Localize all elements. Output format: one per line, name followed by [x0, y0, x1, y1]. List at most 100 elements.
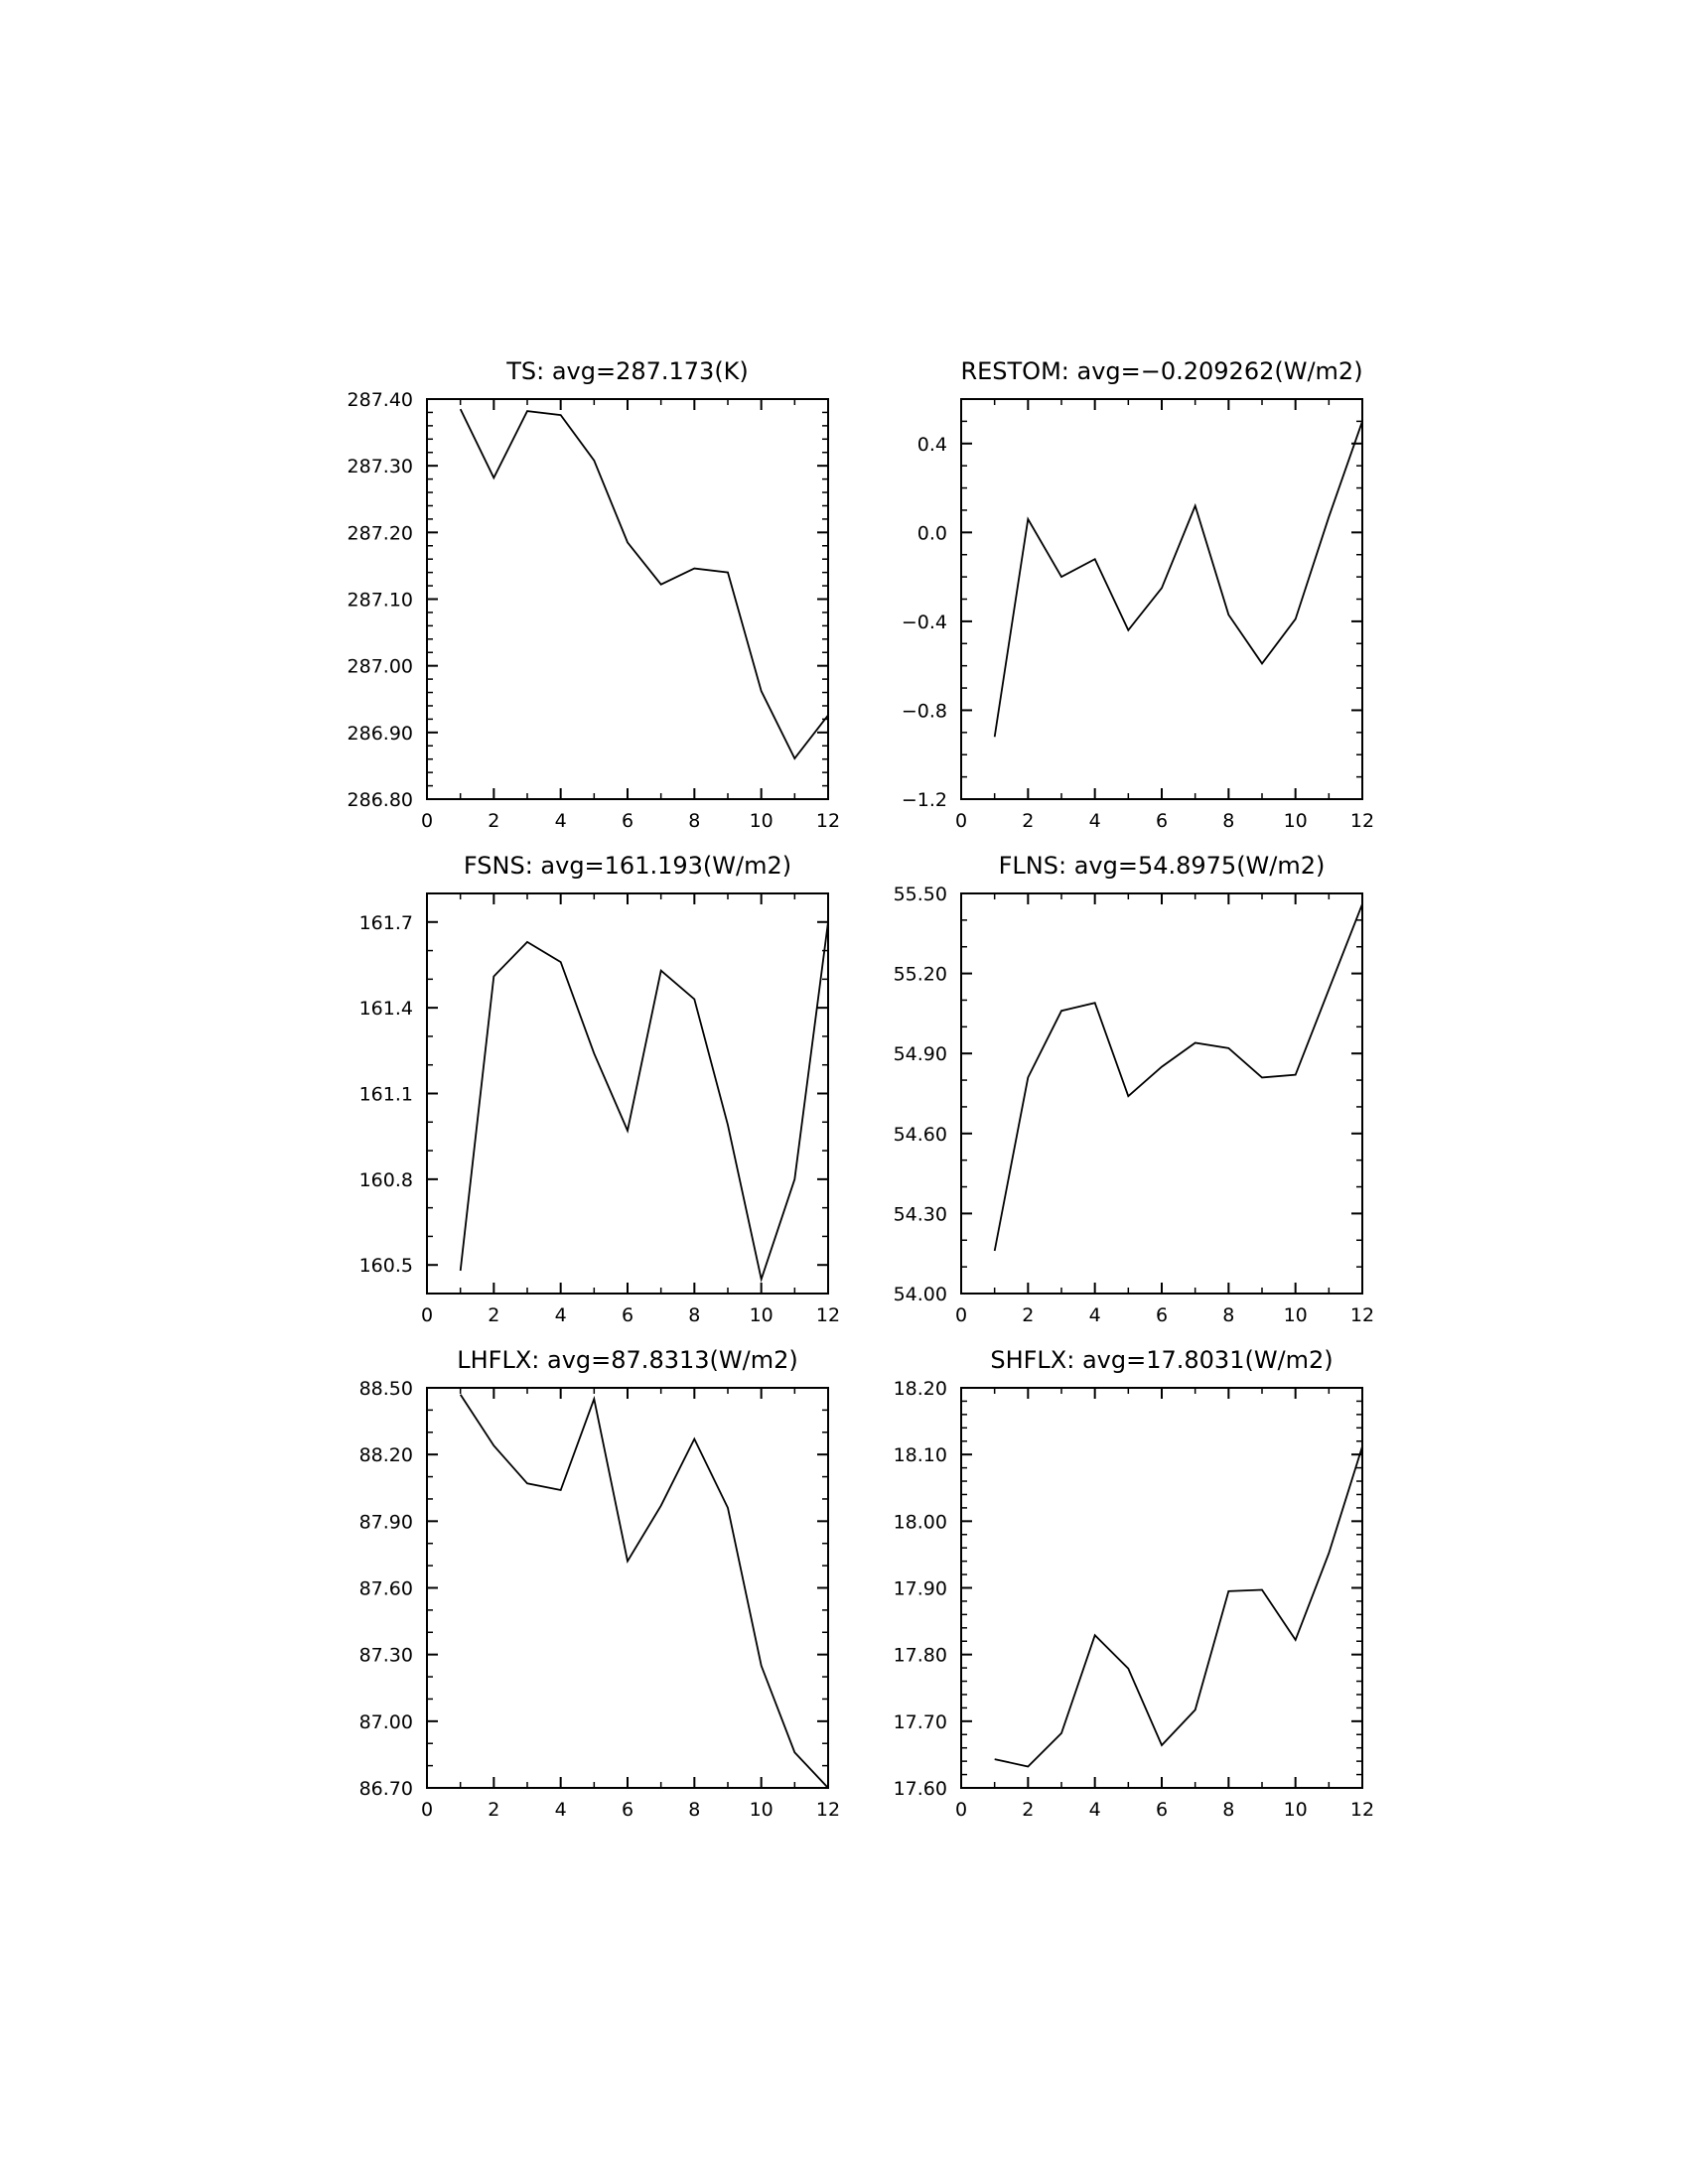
- x-tick-label: 2: [488, 810, 499, 832]
- y-tick-label: 286.90: [348, 723, 413, 745]
- y-tick-label: 0.0: [917, 522, 947, 544]
- x-tick-label: 8: [688, 1304, 700, 1326]
- x-tick-label: 12: [1350, 810, 1374, 832]
- x-tick-label: 2: [488, 1799, 499, 1821]
- y-tick-label: 18.10: [894, 1444, 947, 1466]
- y-tick-label: 54.60: [894, 1124, 947, 1146]
- y-tick-label: 17.90: [894, 1578, 947, 1600]
- x-tick-label: 10: [750, 810, 774, 832]
- x-tick-label: 0: [955, 1799, 967, 1821]
- y-tick-label: 54.00: [894, 1284, 947, 1305]
- plot-frame: [426, 398, 829, 800]
- x-tick-label: 8: [688, 1799, 700, 1821]
- y-tick-label: 17.60: [894, 1778, 947, 1800]
- x-tick-label: 2: [488, 1304, 499, 1326]
- y-tick-label: 87.00: [359, 1711, 413, 1733]
- y-tick-label: 54.90: [894, 1043, 947, 1065]
- x-tick-label: 6: [622, 1799, 633, 1821]
- x-tick-label: 4: [1089, 810, 1101, 832]
- y-tick-label: −1.2: [902, 789, 947, 811]
- y-tick-label: 87.30: [359, 1645, 413, 1667]
- x-tick-label: 6: [1156, 1304, 1168, 1326]
- chart-title: FLNS: avg=54.8975(W/m2): [999, 852, 1326, 880]
- x-tick-label: 2: [1022, 1304, 1034, 1326]
- x-tick-label: 6: [622, 810, 633, 832]
- y-tick-label: 286.80: [348, 789, 413, 811]
- chart-title: FSNS: avg=161.193(W/m2): [464, 852, 791, 880]
- y-tick-label: 161.4: [359, 998, 413, 1020]
- x-tick-label: 4: [1089, 1799, 1101, 1821]
- x-tick-label: 4: [1089, 1304, 1101, 1326]
- y-tick-label: 161.1: [359, 1084, 413, 1106]
- x-tick-label: 12: [816, 1304, 840, 1326]
- chart-title: LHFLX: avg=87.8313(W/m2): [457, 1346, 797, 1374]
- y-tick-label: 287.20: [348, 522, 413, 544]
- chart-title: RESTOM: avg=−0.209262(W/m2): [960, 357, 1362, 385]
- x-tick-label: 4: [555, 810, 567, 832]
- y-tick-label: −0.8: [902, 700, 947, 722]
- y-tick-label: 55.50: [894, 884, 947, 905]
- chart-panel-2: RESTOM: avg=−0.209262(W/m2) 0 2 4 6 8 10 12 −1.2…: [902, 357, 1374, 832]
- y-tick-label: 0.4: [917, 434, 947, 456]
- x-tick-label: 0: [955, 1304, 967, 1326]
- x-tick-label: 10: [1284, 810, 1308, 832]
- x-tick-label: 2: [1022, 810, 1034, 832]
- x-tick-label: 12: [1350, 1799, 1374, 1821]
- x-tick-label: 8: [1222, 810, 1234, 832]
- x-tick-label: 6: [1156, 810, 1168, 832]
- plot-frame: [960, 892, 1363, 1295]
- y-tick-label: 55.20: [894, 964, 947, 986]
- y-tick-label: 87.60: [359, 1578, 413, 1600]
- y-tick-label: 86.70: [359, 1778, 413, 1800]
- x-tick-label: 0: [955, 810, 967, 832]
- plot-frame: [960, 1387, 1363, 1789]
- y-tick-label: −0.4: [902, 612, 947, 633]
- x-tick-label: 12: [816, 810, 840, 832]
- x-tick-label: 0: [421, 810, 433, 832]
- plot-frame: [426, 1387, 829, 1789]
- chart-title: TS: avg=287.173(K): [505, 357, 749, 385]
- x-tick-label: 0: [421, 1799, 433, 1821]
- y-tick-label: 287.30: [348, 456, 413, 478]
- y-tick-label: 18.00: [894, 1511, 947, 1533]
- chart-panel-4: FLNS: avg=54.8975(W/m2) 0 2 4 6 8 10 12 54.00 54.…: [894, 852, 1375, 1326]
- series-line: [459, 1394, 829, 1789]
- y-tick-label: 88.50: [359, 1378, 413, 1400]
- y-tick-label: 287.40: [348, 389, 413, 411]
- y-tick-label: 87.90: [359, 1511, 413, 1533]
- series-line: [993, 903, 1363, 1252]
- y-tick-label: 161.7: [359, 912, 413, 934]
- x-tick-label: 12: [1350, 1304, 1374, 1326]
- y-tick-label: 287.00: [348, 656, 413, 678]
- series-line: [459, 408, 829, 760]
- plot-frame: [426, 892, 829, 1295]
- x-tick-label: 6: [1156, 1799, 1168, 1821]
- series-line: [994, 1445, 1363, 1768]
- x-tick-label: 10: [750, 1304, 774, 1326]
- chart-panel-5: LHFLX: avg=87.8313(W/m2) 0 2 4 6 8 10 12 86.70 87…: [359, 1346, 841, 1821]
- x-tick-label: 0: [421, 1304, 433, 1326]
- x-tick-label: 6: [622, 1304, 633, 1326]
- series-line: [459, 921, 829, 1283]
- series-line: [993, 421, 1363, 738]
- x-tick-label: 8: [1222, 1799, 1234, 1821]
- x-tick-label: 4: [555, 1799, 567, 1821]
- y-tick-label: 160.8: [359, 1169, 413, 1191]
- y-tick-label: 18.20: [894, 1378, 947, 1400]
- x-tick-label: 12: [816, 1799, 840, 1821]
- y-tick-label: 88.20: [359, 1444, 413, 1466]
- chart-title: SHFLX: avg=17.8031(W/m2): [990, 1346, 1333, 1374]
- y-tick-label: 54.30: [894, 1203, 947, 1225]
- y-tick-label: 287.10: [348, 590, 413, 612]
- y-tick-label: 17.70: [894, 1711, 947, 1733]
- x-tick-label: 10: [1284, 1799, 1308, 1821]
- chart-panel-3: FSNS: avg=161.193(W/m2) 0 2 4 6 8 10 12 160.5 160…: [359, 852, 841, 1326]
- y-tick-label: 160.5: [359, 1255, 413, 1277]
- y-tick-label: 17.80: [894, 1645, 947, 1667]
- x-tick-label: 10: [1284, 1304, 1308, 1326]
- chart-panel-6: SHFLX: avg=17.8031(W/m2) 0 2 4 6 8 10 12 17.60 17…: [894, 1346, 1375, 1821]
- x-tick-label: 8: [1222, 1304, 1234, 1326]
- x-tick-label: 2: [1022, 1799, 1034, 1821]
- x-tick-label: 4: [555, 1304, 567, 1326]
